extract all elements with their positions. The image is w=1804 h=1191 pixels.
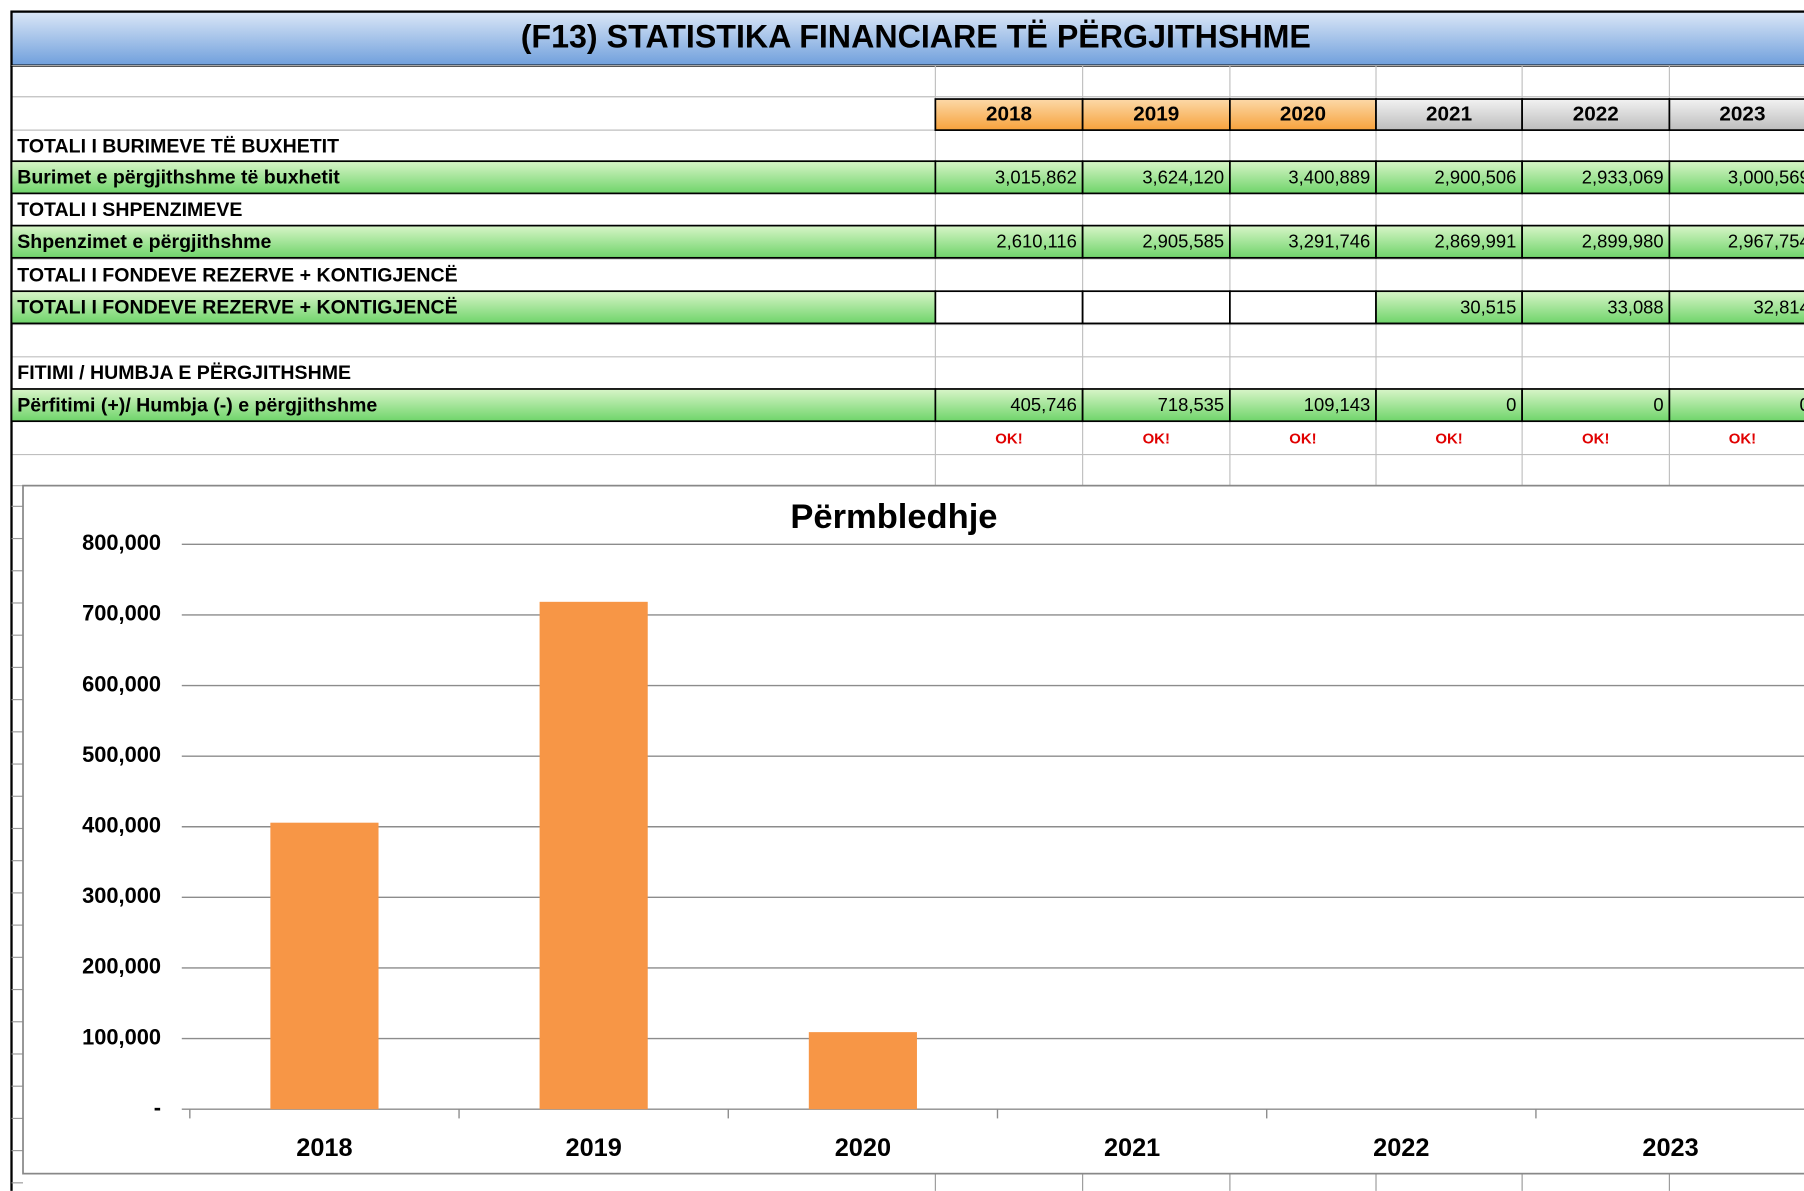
cell-value: 30,515 <box>1460 296 1516 317</box>
cell-value: 32,814 <box>1754 296 1804 317</box>
year-header-cell <box>934 98 1084 131</box>
status: OK! <box>995 431 1022 448</box>
year-header: 2022 <box>1573 103 1619 126</box>
value-cell <box>1668 224 1804 259</box>
cell-value: 2,899,980 <box>1582 231 1664 252</box>
year-header-cell <box>1081 98 1231 131</box>
x-tick-label: 2020 <box>835 1134 891 1162</box>
x-tick-label: 2018 <box>296 1134 352 1162</box>
section-heading: TOTALI I BURIMEVE TË BUXHETIT <box>17 135 339 158</box>
value-cell <box>1081 224 1231 259</box>
bar <box>808 1032 917 1110</box>
year-header-cell <box>1375 98 1523 131</box>
y-tick-label: 100,000 <box>82 1024 161 1049</box>
y-tick-label: 400,000 <box>82 813 161 838</box>
value-cell <box>934 160 1084 195</box>
year-header: 2019 <box>1133 103 1179 126</box>
status: OK! <box>1582 431 1609 448</box>
section-heading: TOTALI I SHPENZIMEVE <box>17 199 242 221</box>
cells: 2018 2019 2020 2021 2022 2023 TOTALI I BURIMEV… <box>10 98 1804 448</box>
value-cell <box>1521 290 1671 325</box>
value-cell <box>934 224 1084 259</box>
value-cell <box>1229 224 1377 259</box>
x-tick-label: 2023 <box>1642 1134 1698 1162</box>
year-header-cell <box>1229 98 1377 131</box>
cell-value: 109,143 <box>1304 394 1370 415</box>
y-tick-label: 800,000 <box>82 530 161 555</box>
cell-value: 3,000,569 <box>1728 166 1804 187</box>
row-label: TOTALI I FONDEVE REZERVE + KONTIGJENCË <box>17 296 457 319</box>
value-cell <box>1081 160 1231 195</box>
value-cell <box>1375 388 1523 423</box>
year-header-cell <box>1521 98 1671 131</box>
empty-cell <box>1229 290 1377 325</box>
section-heading: FITIMI / HUMBJA E PËRGJITHSHME <box>17 361 351 384</box>
year-header-cell <box>1668 98 1804 131</box>
cell-value: 3,400,889 <box>1288 166 1370 187</box>
row-label-cell <box>10 160 937 195</box>
chart: Përmbledhje - 100,000 200,000 300,000 400,00… <box>22 484 1804 1175</box>
cell-value: 0 <box>1506 394 1516 415</box>
cell-value: 0 <box>1653 394 1663 415</box>
status: OK! <box>1729 431 1756 448</box>
y-tick-label: 500,000 <box>82 742 161 767</box>
y-tick-label: 300,000 <box>82 883 161 908</box>
status: OK! <box>1289 431 1316 448</box>
value-cell <box>1668 388 1804 423</box>
year-header: 2021 <box>1426 103 1472 126</box>
value-cell <box>1375 160 1523 195</box>
cell-value: 0 <box>1800 394 1804 415</box>
cell-value: 718,535 <box>1158 394 1224 415</box>
cell-value: 3,291,746 <box>1288 231 1370 252</box>
row-label: Përfitimi (+)/ Humbja (-) e përgjithshme <box>17 394 377 416</box>
sheet-title: (F13) STATISTIKA FINANCIARE TË PËRGJITHS… <box>521 19 1311 55</box>
row-label: Burimet e përgjithshme të buxhetit <box>17 167 340 189</box>
cell-value: 2,905,585 <box>1142 231 1224 252</box>
y-tick-label: 700,000 <box>82 601 161 626</box>
value-cell <box>934 388 1084 423</box>
y-tick-label: 600,000 <box>82 671 161 696</box>
bar <box>539 601 648 1110</box>
value-cell <box>1081 388 1231 423</box>
cell-value: 405,746 <box>1010 394 1076 415</box>
cell-value: 33,088 <box>1607 296 1663 317</box>
value-cell <box>1668 290 1804 325</box>
year-header: 2020 <box>1280 103 1326 126</box>
value-cell <box>1229 160 1377 195</box>
row-label-cell <box>10 388 937 423</box>
cell-value: 3,015,862 <box>995 166 1077 187</box>
chart-title: Përmbledhje <box>790 498 997 536</box>
cell-value: 2,967,754 <box>1728 231 1804 252</box>
year-header: 2023 <box>1719 103 1765 126</box>
x-tick-label: 2019 <box>566 1134 622 1162</box>
row-label: Shpenzimet e përgjithshme <box>17 231 271 253</box>
year-header: 2018 <box>986 103 1032 126</box>
x-tick-label: 2022 <box>1373 1134 1429 1162</box>
row-label-cell <box>10 224 937 259</box>
status: OK! <box>1435 431 1462 448</box>
section-heading: TOTALI I FONDEVE REZERVE + KONTIGJENCË <box>17 263 457 286</box>
cell-value: 2,900,506 <box>1435 166 1517 187</box>
cell-value: 2,610,116 <box>996 231 1076 252</box>
cell-value: 3,624,120 <box>1142 166 1224 187</box>
empty-cell <box>1081 290 1231 325</box>
cell-value: 2,933,069 <box>1582 166 1664 187</box>
value-cell <box>1229 388 1377 423</box>
x-tick-label: 2021 <box>1104 1134 1160 1162</box>
cell-value: 2,869,991 <box>1435 231 1517 252</box>
empty-cell <box>934 290 1084 325</box>
value-cell <box>1521 388 1671 423</box>
bar <box>270 822 379 1110</box>
value-cell <box>1521 160 1671 195</box>
y-tick-label: 200,000 <box>82 954 161 979</box>
title-bar <box>10 10 1804 67</box>
y-tick-label: - <box>154 1095 161 1120</box>
status: OK! <box>1143 431 1170 448</box>
value-cell <box>1668 160 1804 195</box>
value-cell <box>1375 290 1523 325</box>
